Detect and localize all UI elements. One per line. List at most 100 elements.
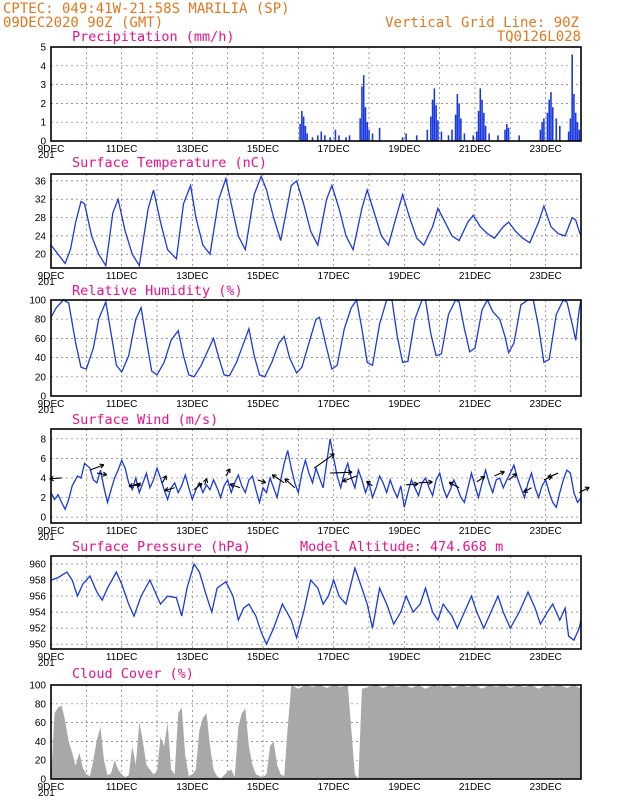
precip-bar [431, 99, 434, 141]
precip-bar [306, 133, 308, 141]
wind-arrow [229, 482, 241, 489]
precip-bar [546, 112, 549, 141]
panel-frame [50, 46, 582, 142]
precip-bar [507, 127, 510, 141]
x-tick-label: 17DEC [318, 526, 350, 537]
y-tick-label: 60 [35, 334, 47, 345]
x-tick-label: 19DEC [388, 526, 420, 537]
precip-bar [518, 135, 520, 141]
precip-bar [559, 125, 561, 141]
y-tick-label: 952 [29, 624, 46, 635]
x-tick-label: 17DEC [318, 652, 350, 663]
precip-bar [316, 135, 319, 141]
y-tick-label: 958 [29, 576, 46, 587]
precip-bar [299, 124, 301, 141]
wind-arrow [271, 474, 285, 484]
wind-arrow [366, 480, 373, 487]
x-tick-label: 19DEC [388, 782, 420, 793]
precip-bar [567, 131, 570, 141]
y-tick-label: 954 [29, 608, 46, 619]
panel-frame [50, 555, 582, 650]
y-tick-label: 0 [40, 775, 46, 786]
precip-bar [460, 118, 462, 141]
temp-line [50, 174, 582, 268]
precip-bar [555, 118, 558, 141]
x-tick-label: 15DEC [247, 144, 279, 155]
precip-bar [475, 131, 478, 141]
x-tick-label: 13DEC [176, 526, 208, 537]
precip-bar [479, 88, 482, 141]
panel-temp: 20 24 28 32 36 9DEC 11DEC 13DEC 15DEC 17DEC 19DEC 2… [35, 155, 582, 288]
precip-bar [320, 131, 323, 141]
x-tick-label: 21DEC [459, 144, 491, 155]
precip-bar [324, 135, 326, 141]
y-tick-label: 0 [40, 513, 46, 524]
x-axis-year-label: 201 [38, 532, 55, 543]
x-tick-label: 17DEC [318, 399, 350, 410]
wind-arrow [476, 475, 486, 483]
precip-bar [484, 125, 487, 141]
precip-bar [506, 124, 508, 141]
x-tick-label: 15DEC [247, 652, 279, 663]
precip-bar [458, 103, 460, 141]
y-tick-label: 100 [29, 296, 46, 307]
precip-bar [550, 92, 552, 141]
panel-frame [50, 299, 582, 397]
wind-arrow [313, 453, 335, 469]
panel-frame [50, 428, 582, 524]
panel-precip: 0 1 2 3 4 5 9DEC 11DEC 13DEC 15DEC 17DEC 19DEC 21DEC… [38, 29, 582, 161]
y-tick-label: 40 [35, 737, 47, 748]
y-tick-label: 80 [35, 315, 47, 326]
pres-line [50, 562, 582, 646]
precip-bar [430, 116, 432, 141]
y-tick-label: 0 [40, 392, 46, 403]
x-tick-label: 21DEC [459, 271, 491, 282]
precip-bar [472, 135, 475, 141]
precip-bar [348, 135, 351, 141]
wind-arrow [161, 475, 167, 484]
y-tick-label: 60 [35, 718, 47, 729]
x-tick-label: 15DEC [247, 271, 279, 282]
x-tick-label: 9DEC [38, 652, 65, 663]
precip-bar [401, 137, 404, 141]
x-tick-label: 19DEC [388, 652, 420, 663]
x-tick-label: 15DEC [247, 399, 279, 410]
precip-bar [338, 135, 340, 141]
x-axis-year-label: 201 [38, 150, 55, 161]
y-tick-label: 20 [35, 756, 47, 767]
panel-subtitle: Model Altitude: 474.668 m [300, 539, 503, 555]
wind-arrow [193, 482, 203, 491]
x-tick-label: 17DEC [318, 782, 350, 793]
precip-bar [345, 137, 347, 141]
y-tick-label: 960 [29, 560, 46, 571]
wind-arrow [96, 471, 108, 477]
precip-bar [368, 129, 370, 141]
precip-bar [426, 129, 429, 141]
wind-arrow [257, 478, 267, 484]
precip-bar [539, 129, 542, 141]
precip-bar [456, 94, 459, 141]
x-tick-label: 21DEC [459, 399, 491, 410]
x-axis-year-label: 201 [38, 405, 55, 416]
x-tick-label: 19DEC [388, 399, 420, 410]
y-tick-label: 5 [40, 43, 46, 54]
precip-bar [361, 86, 363, 141]
wind-arrow [547, 472, 559, 479]
panels-container: 0 1 2 3 4 5 9DEC 11DEC 13DEC 15DEC 17DEC 19DEC 21DEC… [29, 29, 590, 799]
header-run-date: 09DEC2020 90Z (GMT) [3, 15, 163, 31]
wind-arrow [418, 479, 433, 485]
x-tick-label: 13DEC [176, 782, 208, 793]
y-tick-label: 40 [35, 353, 47, 364]
x-tick-label: 23DEC [530, 526, 562, 537]
x-tick-label: 13DEC [176, 652, 208, 663]
x-tick-label: 19DEC [388, 144, 420, 155]
x-tick-label: 9DEC [38, 399, 65, 410]
x-tick-label: 15DEC [247, 782, 279, 793]
panel-title: Surface Temperature (nC) [72, 155, 267, 171]
x-tick-label: 21DEC [459, 782, 491, 793]
precip-bar [483, 112, 485, 141]
precip-bar [304, 125, 307, 141]
x-tick-label: 23DEC [530, 652, 562, 663]
precip-bar [378, 127, 381, 141]
x-tick-label: 9DEC [38, 782, 65, 793]
